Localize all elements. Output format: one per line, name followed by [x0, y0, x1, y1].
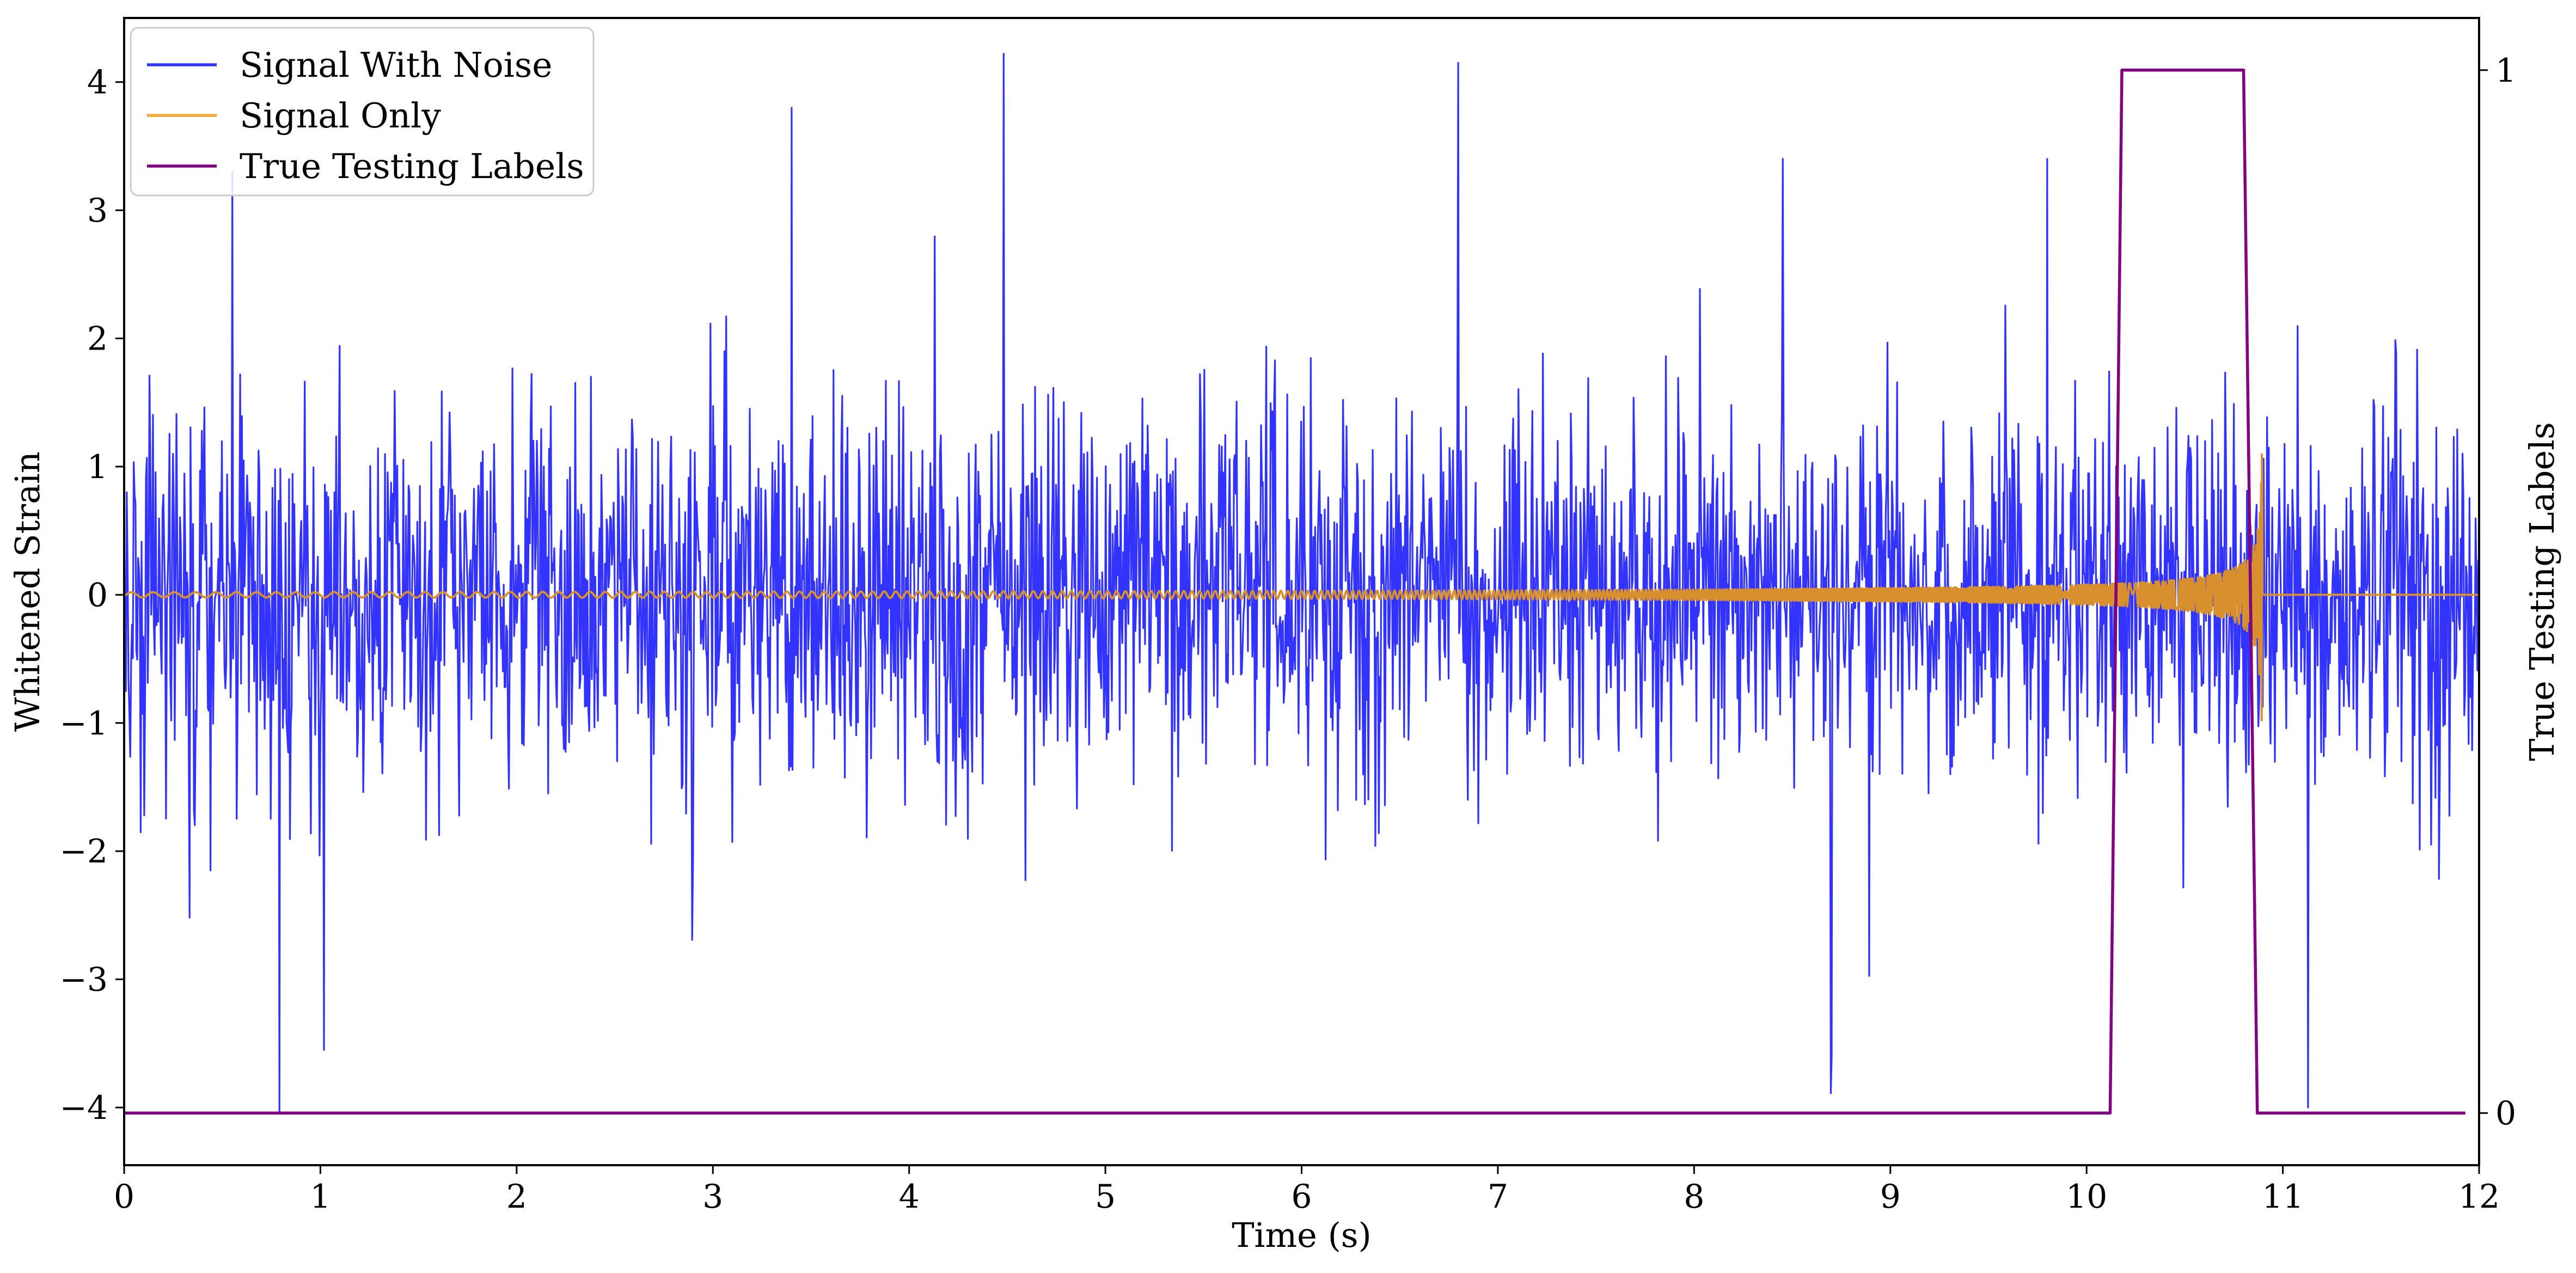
- series-signal-with-noise: [123, 53, 2480, 1115]
- series-true-testing-labels: [124, 69, 2465, 1115]
- legend-label: Signal With Noise: [240, 45, 552, 85]
- y-axis-title: Whitened Strain: [8, 451, 47, 732]
- x-tick-label: 3: [702, 1178, 723, 1216]
- line-true-testing-labels: [124, 69, 2465, 1115]
- x-tick-label: 5: [1095, 1178, 1116, 1216]
- x-tick-label: 8: [1684, 1178, 1704, 1216]
- y2-axis: 01: [2479, 52, 2516, 1133]
- x-tick-label: 9: [1880, 1178, 1901, 1216]
- x-tick-label: 4: [899, 1178, 920, 1216]
- y-tick-label: −4: [60, 1089, 108, 1127]
- y-tick-label: −1: [60, 705, 108, 743]
- legend-label: True Testing Labels: [240, 146, 584, 186]
- x-axis: 0 1 2 3 4 5 6 7 8 9 10 11 12: [114, 1165, 2500, 1216]
- y2-axis-title: True Testing Labels: [2522, 422, 2562, 761]
- y2-tick-label: 0: [2495, 1094, 2516, 1133]
- x-tick-label: 7: [1488, 1178, 1508, 1216]
- x-tick-label: 2: [506, 1178, 527, 1216]
- legend-box: [130, 27, 595, 197]
- y-tick-label: −2: [60, 833, 108, 871]
- x-tick-label: 6: [1291, 1178, 1312, 1216]
- x-tick-label: 12: [2458, 1178, 2500, 1216]
- line-signal-with-noise: [123, 53, 2480, 1115]
- y-tick-label: 2: [87, 320, 108, 358]
- x-axis-title: Time (s): [1232, 1215, 1372, 1255]
- y-tick-label: −3: [60, 961, 108, 999]
- y-tick-label: 1: [87, 448, 108, 486]
- legend-label: Signal Only: [240, 96, 441, 136]
- y-tick-label: 0: [87, 576, 108, 614]
- y2-tick-label: 1: [2495, 52, 2516, 90]
- x-tick-label: 0: [114, 1178, 134, 1216]
- y-tick-label: 4: [87, 64, 108, 102]
- x-tick-label: 1: [310, 1178, 331, 1216]
- line-signal-only: [123, 453, 2480, 721]
- x-tick-label: 11: [2262, 1178, 2303, 1216]
- y-axis: −4 −3 −2 −1 0 1 2 3 4: [60, 64, 124, 1127]
- y-tick-label: 3: [87, 192, 108, 230]
- series-signal-only: [123, 453, 2480, 721]
- series-layer: [123, 53, 2480, 1115]
- legend: Signal With Noise Signal Only True Testing…: [130, 27, 595, 197]
- x-tick-label: 10: [2066, 1178, 2107, 1216]
